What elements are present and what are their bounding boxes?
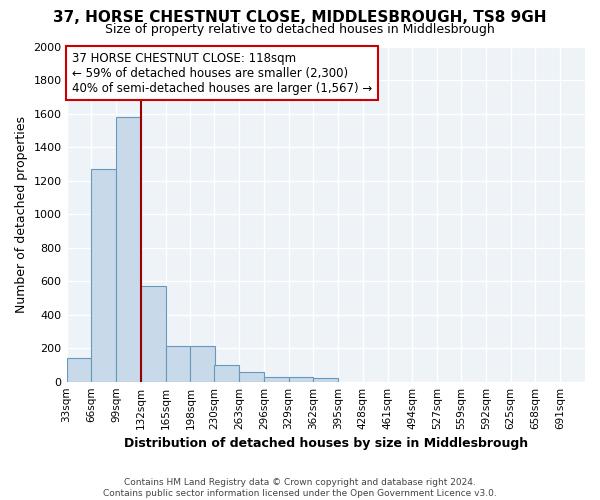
Text: 37 HORSE CHESTNUT CLOSE: 118sqm
← 59% of detached houses are smaller (2,300)
40%: 37 HORSE CHESTNUT CLOSE: 118sqm ← 59% of… — [72, 52, 372, 94]
Bar — [116, 117, 141, 382]
Bar — [239, 372, 264, 382]
X-axis label: Distribution of detached houses by size in Middlesbrough: Distribution of detached houses by size … — [124, 437, 528, 450]
Text: Contains HM Land Registry data © Crown copyright and database right 2024.
Contai: Contains HM Land Registry data © Crown c… — [103, 478, 497, 498]
Bar — [214, 365, 239, 382]
Bar — [67, 358, 91, 382]
Bar — [141, 286, 166, 382]
Bar — [289, 378, 313, 382]
Text: Size of property relative to detached houses in Middlesbrough: Size of property relative to detached ho… — [105, 22, 495, 36]
Bar — [166, 346, 190, 382]
Bar — [264, 376, 289, 382]
Bar — [190, 346, 215, 382]
Y-axis label: Number of detached properties: Number of detached properties — [15, 116, 28, 312]
Text: 37, HORSE CHESTNUT CLOSE, MIDDLESBROUGH, TS8 9GH: 37, HORSE CHESTNUT CLOSE, MIDDLESBROUGH,… — [53, 10, 547, 25]
Bar — [91, 169, 116, 382]
Bar — [313, 378, 338, 382]
